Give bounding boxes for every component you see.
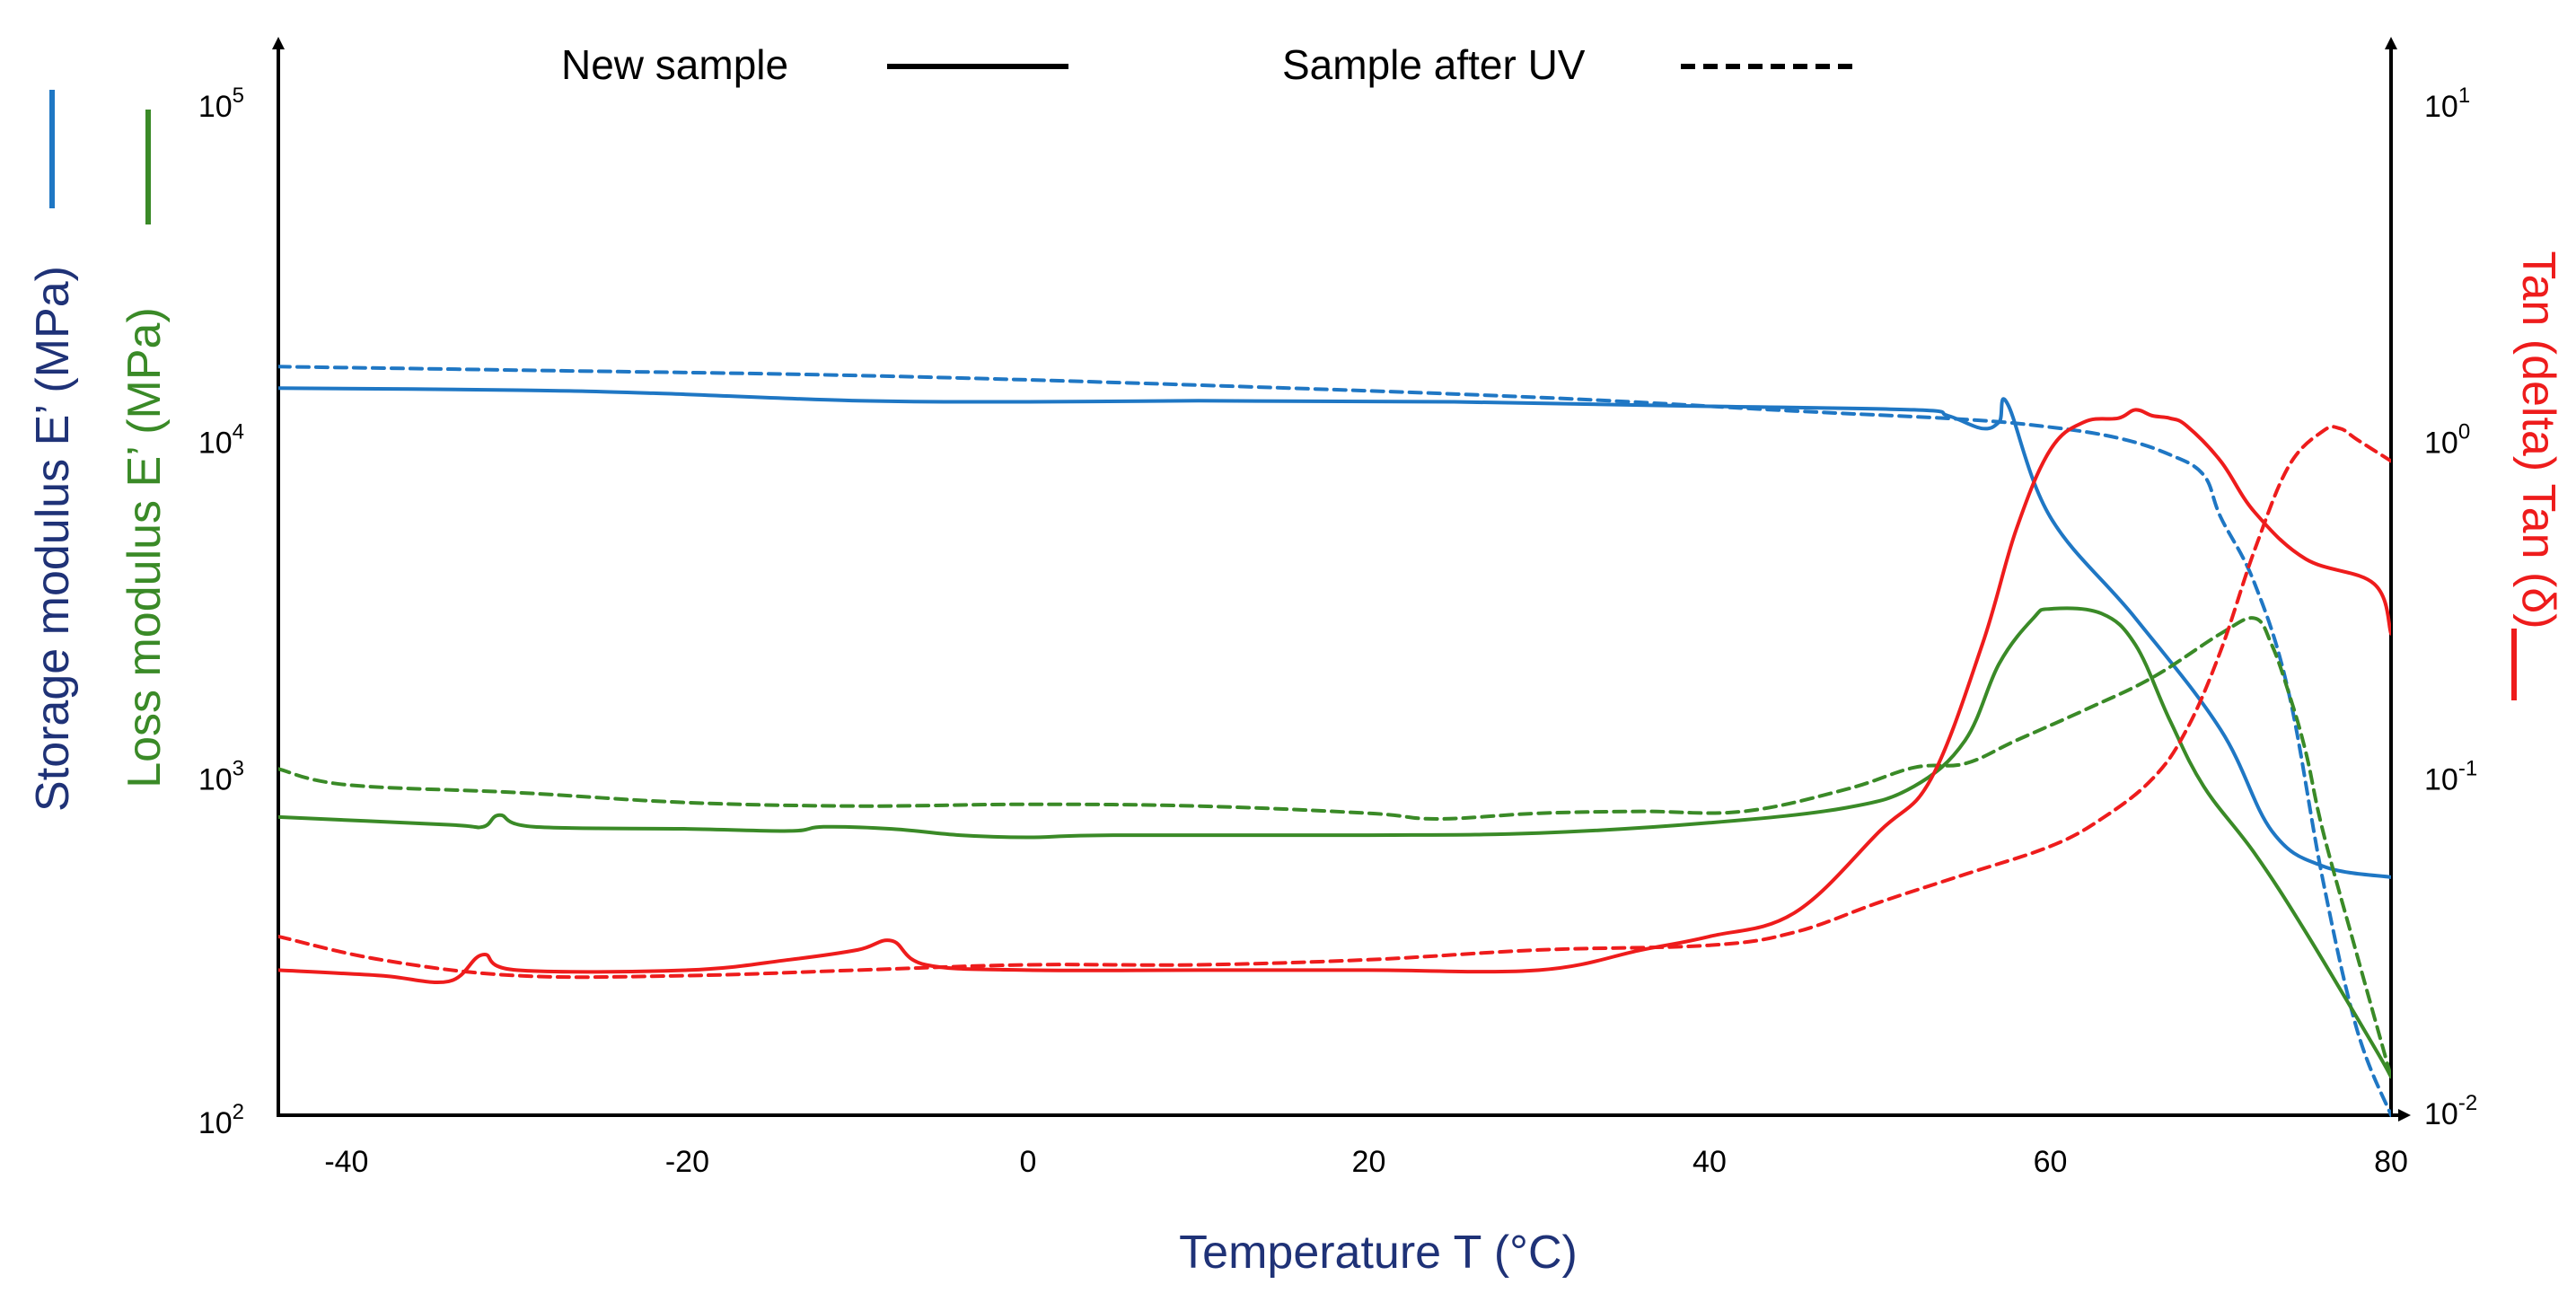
x-tick-label: 80 [2374,1145,2408,1179]
series-line-loss-new-sample [278,606,2391,1079]
x-tick-label: 40 [1692,1145,1727,1179]
x-tick-label: -20 [665,1145,709,1179]
series-layer [278,365,2391,1117]
tan-delta-axis-title: Tan (delta) Tan (δ) [2512,251,2564,629]
x-tick-labels: -40 -20 0 20 40 60 80 [324,1145,2408,1179]
legend: New sample Sample after UV [561,41,1857,88]
storage-modulus-axis-title: Storage modulus E’ (MPa) [27,266,79,812]
x-axis-title: Temperature T (°C) [1179,1227,1578,1279]
left-y-tick-label: 103 [198,756,244,796]
legend-new-sample-label: New sample [561,41,788,88]
right-y-tick-label: 10-2 [2424,1091,2477,1131]
series-line-storage-new-sample [278,386,2391,879]
left-y-tick-label: 104 [198,420,244,461]
left-y-tick-labels: 102 103 104 105 [198,84,244,1140]
right-y-tick-label: 10-1 [2424,756,2477,796]
loss-modulus-axis-title: Loss modulus E’ (MPa) [119,307,171,788]
axes [272,37,2411,1122]
series-line-loss-after-uv [278,616,2391,1079]
left-y-tick-label: 102 [198,1100,244,1140]
series-line-tan-new-sample [278,408,2391,985]
legend-after-uv-label: Sample after UV [1282,41,1586,88]
right-y-tick-labels: 10-2 10-1 100 101 [2424,84,2477,1131]
x-tick-label: 20 [1352,1145,1386,1179]
left-y-tick-label: 105 [198,84,244,124]
x-tick-label: -40 [324,1145,368,1179]
series-line-tan-after-uv [278,425,2391,980]
series-line-storage-after-uv [278,365,2391,1117]
right-y-tick-label: 100 [2424,420,2470,461]
x-tick-label: 60 [2034,1145,2068,1179]
x-tick-label: 0 [1019,1145,1036,1179]
right-y-tick-label: 101 [2424,84,2470,124]
